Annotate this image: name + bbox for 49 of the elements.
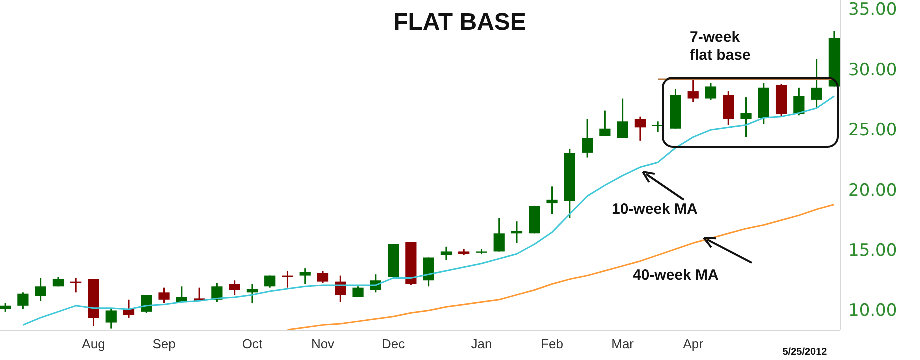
y-tick-label: 15.00 [848, 241, 898, 262]
x-tick-label: Sep [152, 336, 176, 352]
chart-title: FLAT BASE [394, 9, 526, 36]
x-tick-label: Dec [382, 336, 406, 352]
candlestick [35, 277, 46, 302]
candlestick [423, 256, 434, 288]
candlestick [705, 82, 717, 101]
x-tick-label: Mar [612, 336, 635, 352]
candlestick [158, 287, 170, 304]
candlestick [141, 294, 152, 314]
candlestick [229, 280, 240, 296]
candlestick [246, 283, 258, 304]
y-tick-label: 10.00 [848, 301, 898, 322]
candlestick [18, 292, 29, 310]
line-series [22, 96, 836, 326]
annotation: 7-week flat base [690, 29, 751, 64]
line-series [286, 204, 836, 330]
candlestick [582, 118, 594, 159]
x-tick-label: Apr [683, 336, 704, 352]
candlestick [546, 186, 558, 216]
candlestick [212, 282, 223, 304]
x-tick-label: Aug [82, 336, 106, 352]
candlestick [634, 116, 646, 142]
x-tick-label: Oct [242, 336, 263, 352]
candlestick [600, 110, 611, 137]
text: 5/25/2012 [782, 347, 828, 358]
candlestick [794, 87, 805, 116]
candlestick [300, 268, 311, 285]
series-label: 40-week MA [633, 267, 720, 284]
candlestick [511, 220, 523, 244]
y-tick-label: 35.00 [848, 0, 898, 20]
y-tick-label: 30.00 [848, 60, 898, 80]
candlestick [688, 78, 699, 104]
series-label: 10-week MA [612, 201, 698, 218]
x-tick-label: Jan [471, 336, 492, 352]
candlestick [740, 96, 752, 138]
candlestick [352, 286, 364, 298]
candlestick [317, 270, 329, 284]
x-tick-label: Nov [311, 336, 336, 352]
candlestick [106, 308, 117, 330]
candlestick [494, 217, 505, 252]
y-tick-label: 20.00 [848, 180, 898, 201]
candlestick [617, 98, 628, 140]
candlestick [440, 246, 452, 261]
candlestick [264, 275, 276, 289]
candlestick [123, 299, 135, 319]
x-tick-label: Feb [541, 336, 564, 352]
candlestick [811, 58, 822, 110]
y-tick-label: 25.00 [848, 120, 898, 141]
